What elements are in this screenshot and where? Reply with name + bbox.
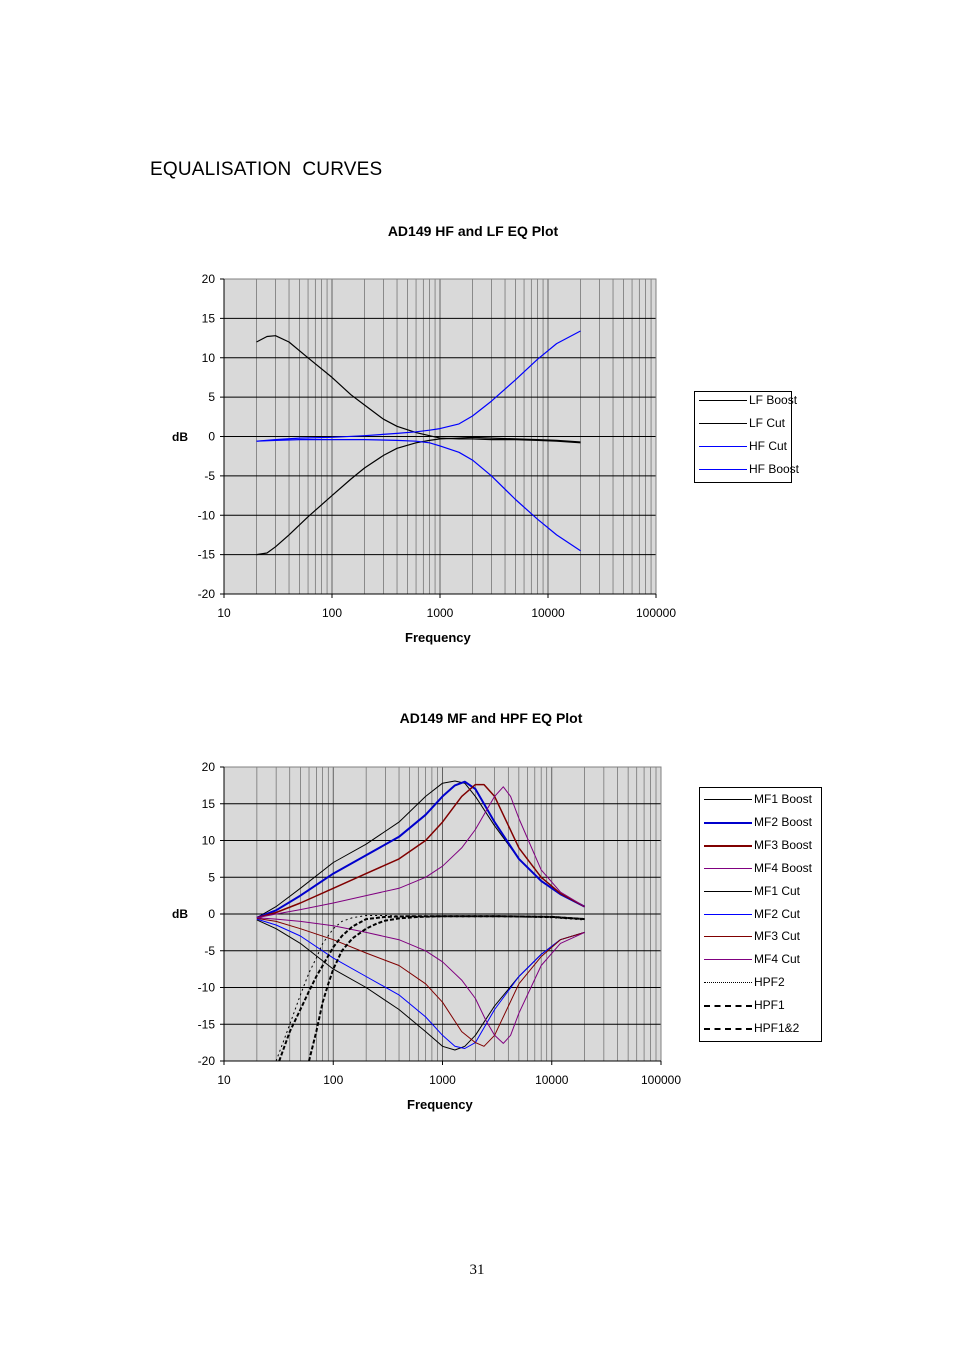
legend-item: HF Cut bbox=[695, 437, 791, 455]
chart1-title: AD149 HF and LF EQ Plot bbox=[387, 223, 559, 239]
legend-item: LF Boost bbox=[695, 391, 797, 409]
chart1-legend: LF Boost LF Cut HF Cut HF Boost bbox=[694, 391, 799, 483]
y-tick-label: -5 bbox=[204, 469, 215, 483]
series-line-hpf1-2 bbox=[308, 915, 585, 1062]
legend-swatch bbox=[704, 867, 752, 869]
legend-swatch bbox=[704, 936, 752, 938]
legend-swatch bbox=[704, 1028, 752, 1030]
series-line-mf4-cut bbox=[256, 917, 585, 1044]
y-tick-label: 0 bbox=[208, 430, 215, 444]
y-axis-label: dB bbox=[172, 430, 188, 444]
chart2-legend: MF1 Boost MF2 Boost MF3 Boost MF4 Boost MF1 … bbox=[699, 787, 822, 1042]
legend-item: HPF1 bbox=[700, 996, 821, 1014]
legend-item: MF1 Cut bbox=[700, 882, 821, 900]
x-tick-label: 1000 bbox=[427, 606, 454, 620]
legend-swatch bbox=[699, 400, 747, 401]
legend-label: LF Boost bbox=[749, 393, 798, 407]
legend-swatch bbox=[699, 469, 747, 470]
legend-item: MF4 Cut bbox=[700, 950, 821, 968]
legend-swatch bbox=[704, 844, 752, 847]
y-tick-label: -5 bbox=[204, 944, 215, 958]
y-tick-label: -10 bbox=[198, 981, 216, 995]
x-tick-label: 10 bbox=[217, 606, 231, 620]
legend-label: HF Boost bbox=[749, 462, 800, 476]
legend-swatch bbox=[704, 959, 752, 961]
legend-label: LF Cut bbox=[749, 416, 786, 430]
y-tick-label: -20 bbox=[198, 1054, 216, 1068]
x-tick-label: 100000 bbox=[641, 1073, 681, 1087]
legend-label: HPF2 bbox=[754, 975, 785, 990]
y-tick-label: 15 bbox=[202, 797, 216, 811]
series-line-mf4-boost bbox=[256, 786, 585, 919]
legend-label: MF2 Boost bbox=[754, 814, 813, 829]
legend-swatch bbox=[699, 423, 747, 424]
legend-item: HF Boost bbox=[695, 460, 799, 478]
y-tick-label: -10 bbox=[198, 508, 216, 522]
legend-label: HF Cut bbox=[749, 439, 788, 453]
x-tick-label: 10 bbox=[217, 1073, 231, 1087]
legend-swatch bbox=[704, 913, 752, 915]
legend-label: HPF1 bbox=[754, 998, 785, 1013]
series-line-lf-boost bbox=[256, 335, 581, 444]
x-tick-label: 10000 bbox=[535, 1073, 569, 1087]
series-line-lf-cut bbox=[256, 436, 581, 556]
legend-label: MF1 Boost bbox=[754, 792, 813, 806]
legend-label: MF3 Boost bbox=[754, 837, 813, 852]
legend-item: HPF1&2 bbox=[700, 1019, 821, 1037]
legend-item: MF3 Boost bbox=[700, 836, 821, 854]
y-tick-label: 20 bbox=[202, 760, 216, 774]
legend-item: MF2 Cut bbox=[700, 905, 821, 923]
x-tick-label: 10000 bbox=[531, 606, 565, 620]
legend-label: HPF1&2 bbox=[754, 1021, 800, 1035]
y-tick-label: 10 bbox=[202, 351, 216, 365]
y-tick-label: 5 bbox=[208, 390, 215, 404]
series-line-hpf2 bbox=[275, 915, 585, 1062]
x-tick-label: 100 bbox=[323, 1073, 343, 1087]
legend-label: MF2 Cut bbox=[754, 906, 801, 921]
y-tick-label: 5 bbox=[208, 870, 215, 884]
legend-swatch bbox=[699, 446, 747, 447]
y-tick-label: 20 bbox=[202, 272, 216, 286]
y-tick-label: -15 bbox=[198, 1017, 216, 1031]
legend-swatch bbox=[704, 982, 752, 984]
y-axis-label: dB bbox=[172, 907, 188, 921]
page-number: 31 bbox=[469, 1262, 485, 1278]
chart2-x-axis-label: Frequency bbox=[407, 1097, 473, 1112]
legend-item: MF4 Boost bbox=[700, 859, 821, 877]
y-tick-label: 0 bbox=[208, 907, 215, 921]
x-tick-label: 100 bbox=[322, 606, 342, 620]
y-tick-label: 10 bbox=[202, 834, 216, 848]
legend-swatch bbox=[704, 799, 752, 800]
legend-item: HPF2 bbox=[700, 973, 821, 991]
legend-item: MF1 Boost bbox=[700, 790, 821, 808]
series-line-mf3-cut bbox=[256, 917, 585, 1047]
legend-item: LF Cut bbox=[695, 414, 791, 432]
legend-item: MF2 Boost bbox=[700, 813, 821, 831]
series-line-mf2-boost bbox=[256, 780, 586, 919]
series-line-hf-cut bbox=[256, 439, 581, 552]
series-line-hf-boost bbox=[256, 330, 581, 442]
y-tick-label: -20 bbox=[198, 587, 216, 601]
legend-swatch bbox=[704, 890, 752, 892]
series-line-mf3-boost bbox=[256, 783, 585, 919]
chart2-title: AD149 MF and HPF EQ Plot bbox=[399, 710, 583, 726]
legend-swatch bbox=[704, 821, 752, 824]
chart1-x-axis-label: Frequency bbox=[405, 630, 471, 645]
page-heading: EQUALISATION CURVES bbox=[150, 159, 383, 180]
legend-label: MF4 Cut bbox=[754, 952, 801, 967]
x-tick-label: 1000 bbox=[429, 1073, 456, 1087]
legend-swatch bbox=[704, 1005, 752, 1008]
x-tick-label: 100000 bbox=[636, 606, 676, 620]
y-tick-label: -15 bbox=[198, 548, 216, 562]
series-line-mf2-cut bbox=[256, 918, 585, 1049]
y-tick-label: 15 bbox=[202, 311, 216, 325]
legend-item: MF3 Cut bbox=[700, 927, 821, 945]
legend-label: MF1 Cut bbox=[754, 883, 801, 898]
legend-label: MF4 Boost bbox=[754, 860, 813, 875]
legend-label: MF3 Cut bbox=[754, 929, 801, 944]
